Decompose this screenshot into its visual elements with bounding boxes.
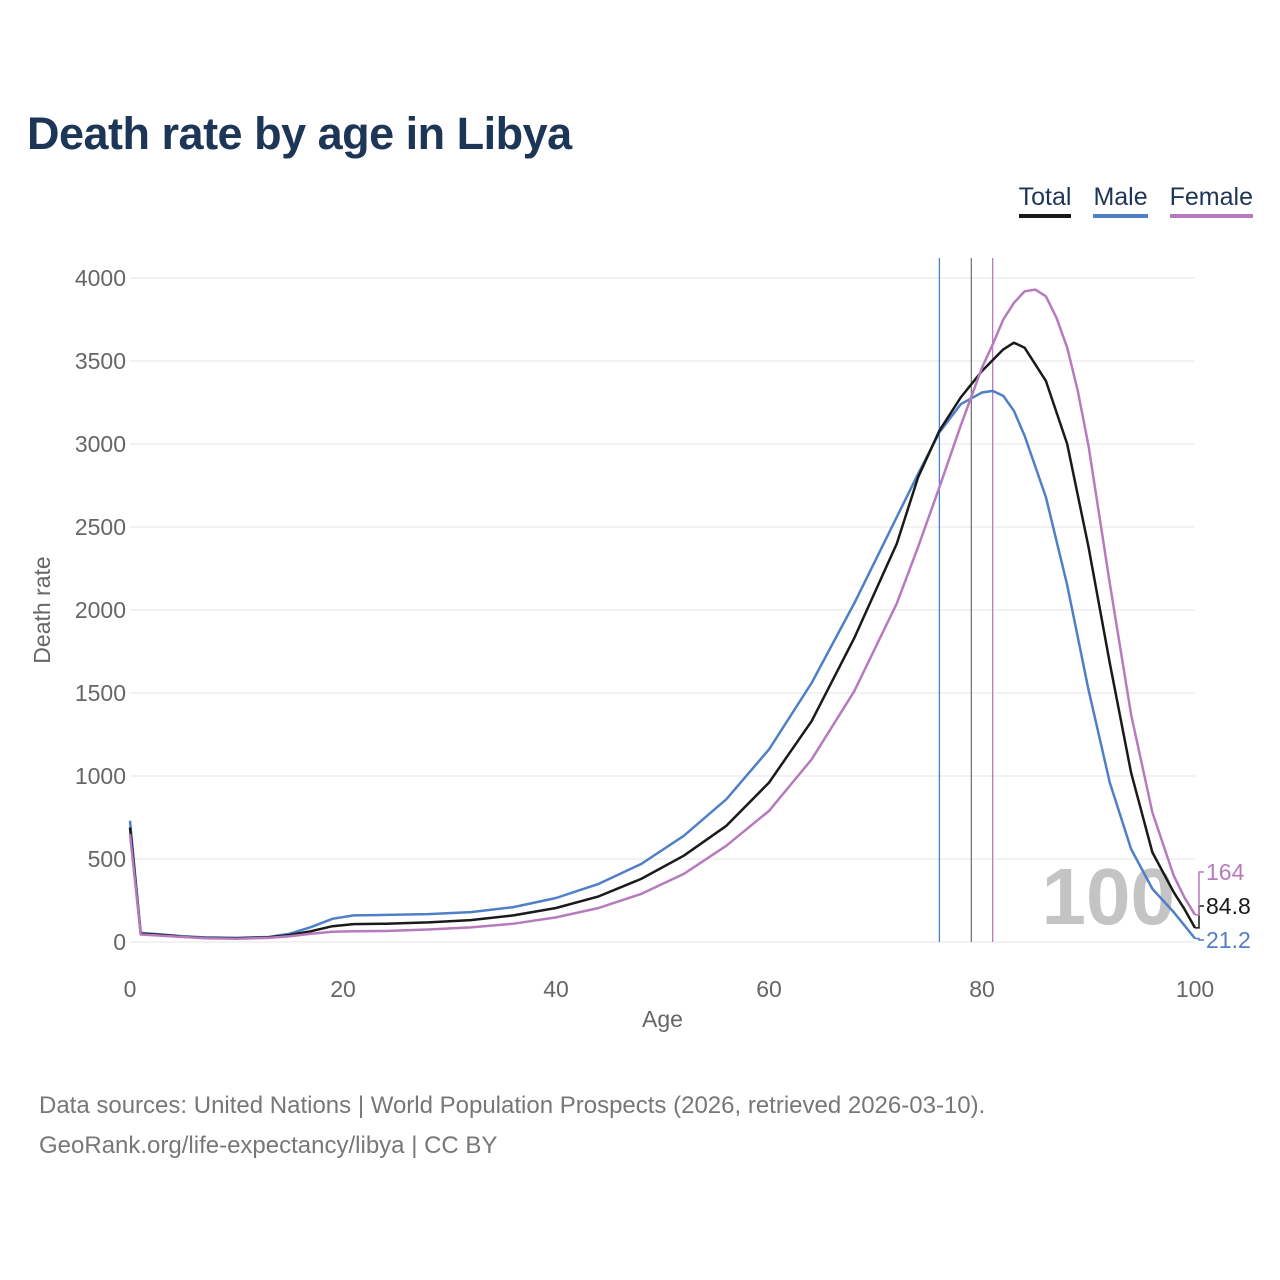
end-label-male: 21.2 [1206,927,1251,953]
chart-title: Death rate by age in Libya [27,108,572,159]
end-label-connector-male [1195,937,1204,941]
x-axis-title: Age [642,1006,683,1032]
y-tick-label-3500: 3500 [75,348,126,374]
footer: Data sources: United Nations | World Pop… [39,1086,985,1166]
end-label-connector-female [1195,871,1204,916]
source-url-text: GeoRank.org/life-expectancy/libya | CC B… [39,1132,498,1159]
x-tick-label-80: 80 [969,976,995,1002]
data-source-text: Data sources: United Nations | World Pop… [39,1092,986,1119]
x-tick-label-100: 100 [1176,976,1214,1002]
x-tick-label-40: 40 [543,976,569,1002]
x-tick-label-0: 0 [124,976,137,1002]
y-tick-label-1000: 1000 [75,763,126,789]
y-tick-label-0: 0 [113,929,126,955]
x-tick-label-60: 60 [756,976,782,1002]
end-label-female: 164 [1206,859,1245,885]
year-watermark: 100 [1042,852,1175,941]
y-tick-label-4000: 4000 [75,265,126,291]
end-label-total: 84.8 [1206,893,1251,919]
x-tick-label-20: 20 [330,976,356,1002]
legend-item-total[interactable]: Total [1018,183,1072,218]
legend-item-male[interactable]: Male [1093,183,1148,218]
legend: Total Male Female [1018,183,1253,218]
y-tick-label-2000: 2000 [75,597,126,623]
y-tick-label-2500: 2500 [75,514,126,540]
y-tick-label-3000: 3000 [75,431,126,457]
series-line-male [128,389,1196,940]
y-tick-label-500: 500 [88,846,126,872]
y-tick-label-1500: 1500 [75,680,126,706]
legend-item-female[interactable]: Female [1169,183,1253,218]
y-axis-title: Death rate [29,556,55,663]
end-label-connector-total [1195,905,1204,929]
series-line-female [128,288,1197,940]
